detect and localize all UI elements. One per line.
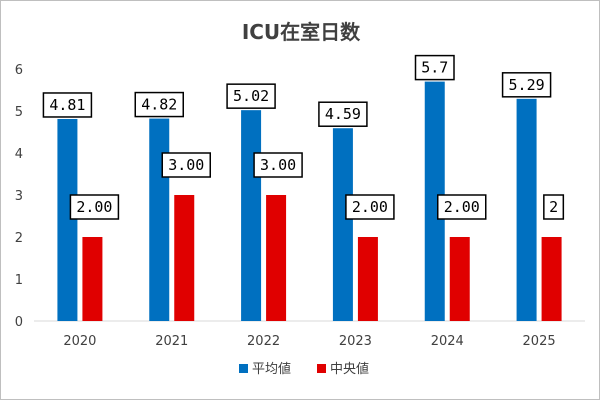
legend-label: 平均値 [252,361,291,377]
data-label-box [42,92,93,118]
bar-mean [424,81,445,321]
data-label-box [414,54,455,81]
bar-median [541,237,562,321]
data-label: 2.00 [76,198,112,216]
data-label: 2 [549,198,558,216]
bar-median [357,237,378,321]
bar-mean [241,110,262,321]
data-label: 2.00 [444,198,480,216]
data-label: 2.00 [352,198,388,216]
bar-median [449,237,470,321]
x-axis: 2020 2021 2022 2023 2024 2025 [34,320,585,349]
data-label: 3.00 [260,156,296,174]
data-label-box [226,83,276,109]
bar-median [82,237,103,321]
data-label-box [253,152,303,178]
y-tick-label: 1 [15,273,23,288]
data-label-box [318,101,368,127]
y-tick-label: 5 [15,105,23,120]
data-label-box [543,194,565,220]
legend-swatch [317,364,326,373]
y-tick-label: 0 [15,315,23,330]
x-tick-label: 2025 [523,334,556,349]
x-tick-label: 2023 [339,334,372,349]
data-labels: 4.81 4.82 5.02 4.59 5.7 5.29 2.00 3.00 3.00 2.00 2… [42,54,565,220]
data-label: 5.7 [421,59,448,77]
y-axis: 0 1 2 3 4 5 6 [15,63,23,330]
bar-mean [516,98,537,321]
data-label-box [437,194,487,220]
data-label: 3.00 [168,156,204,174]
x-tick-label: 2022 [247,334,280,349]
y-tick-label: 6 [15,63,23,78]
x-tick-label: 2021 [155,334,188,349]
y-tick-label: 2 [15,231,23,246]
legend-label: 中央値 [330,361,369,377]
bar-median [266,195,287,321]
bar-mean [332,128,353,321]
data-label-box [501,72,552,98]
y-tick-label: 3 [15,189,23,204]
bar-mean [57,118,78,321]
data-label-box [69,194,120,220]
data-label: 4.59 [325,105,361,123]
legend-swatch [239,364,248,373]
data-label-box [345,194,395,220]
data-label: 4.81 [49,96,85,114]
legend: 平均値 中央値 [239,361,369,377]
data-label: 5.29 [509,76,545,94]
x-tick-label: 2020 [63,334,96,349]
bar-mean [149,118,170,321]
bar-median [174,195,195,321]
data-label-box [161,152,211,178]
y-tick-label: 4 [15,147,23,162]
x-tick-label: 2024 [431,334,464,349]
data-label: 5.02 [233,87,269,105]
data-label-box [134,91,184,118]
chart-title: ICU在室日数 [242,20,361,44]
data-label: 4.82 [141,96,177,114]
